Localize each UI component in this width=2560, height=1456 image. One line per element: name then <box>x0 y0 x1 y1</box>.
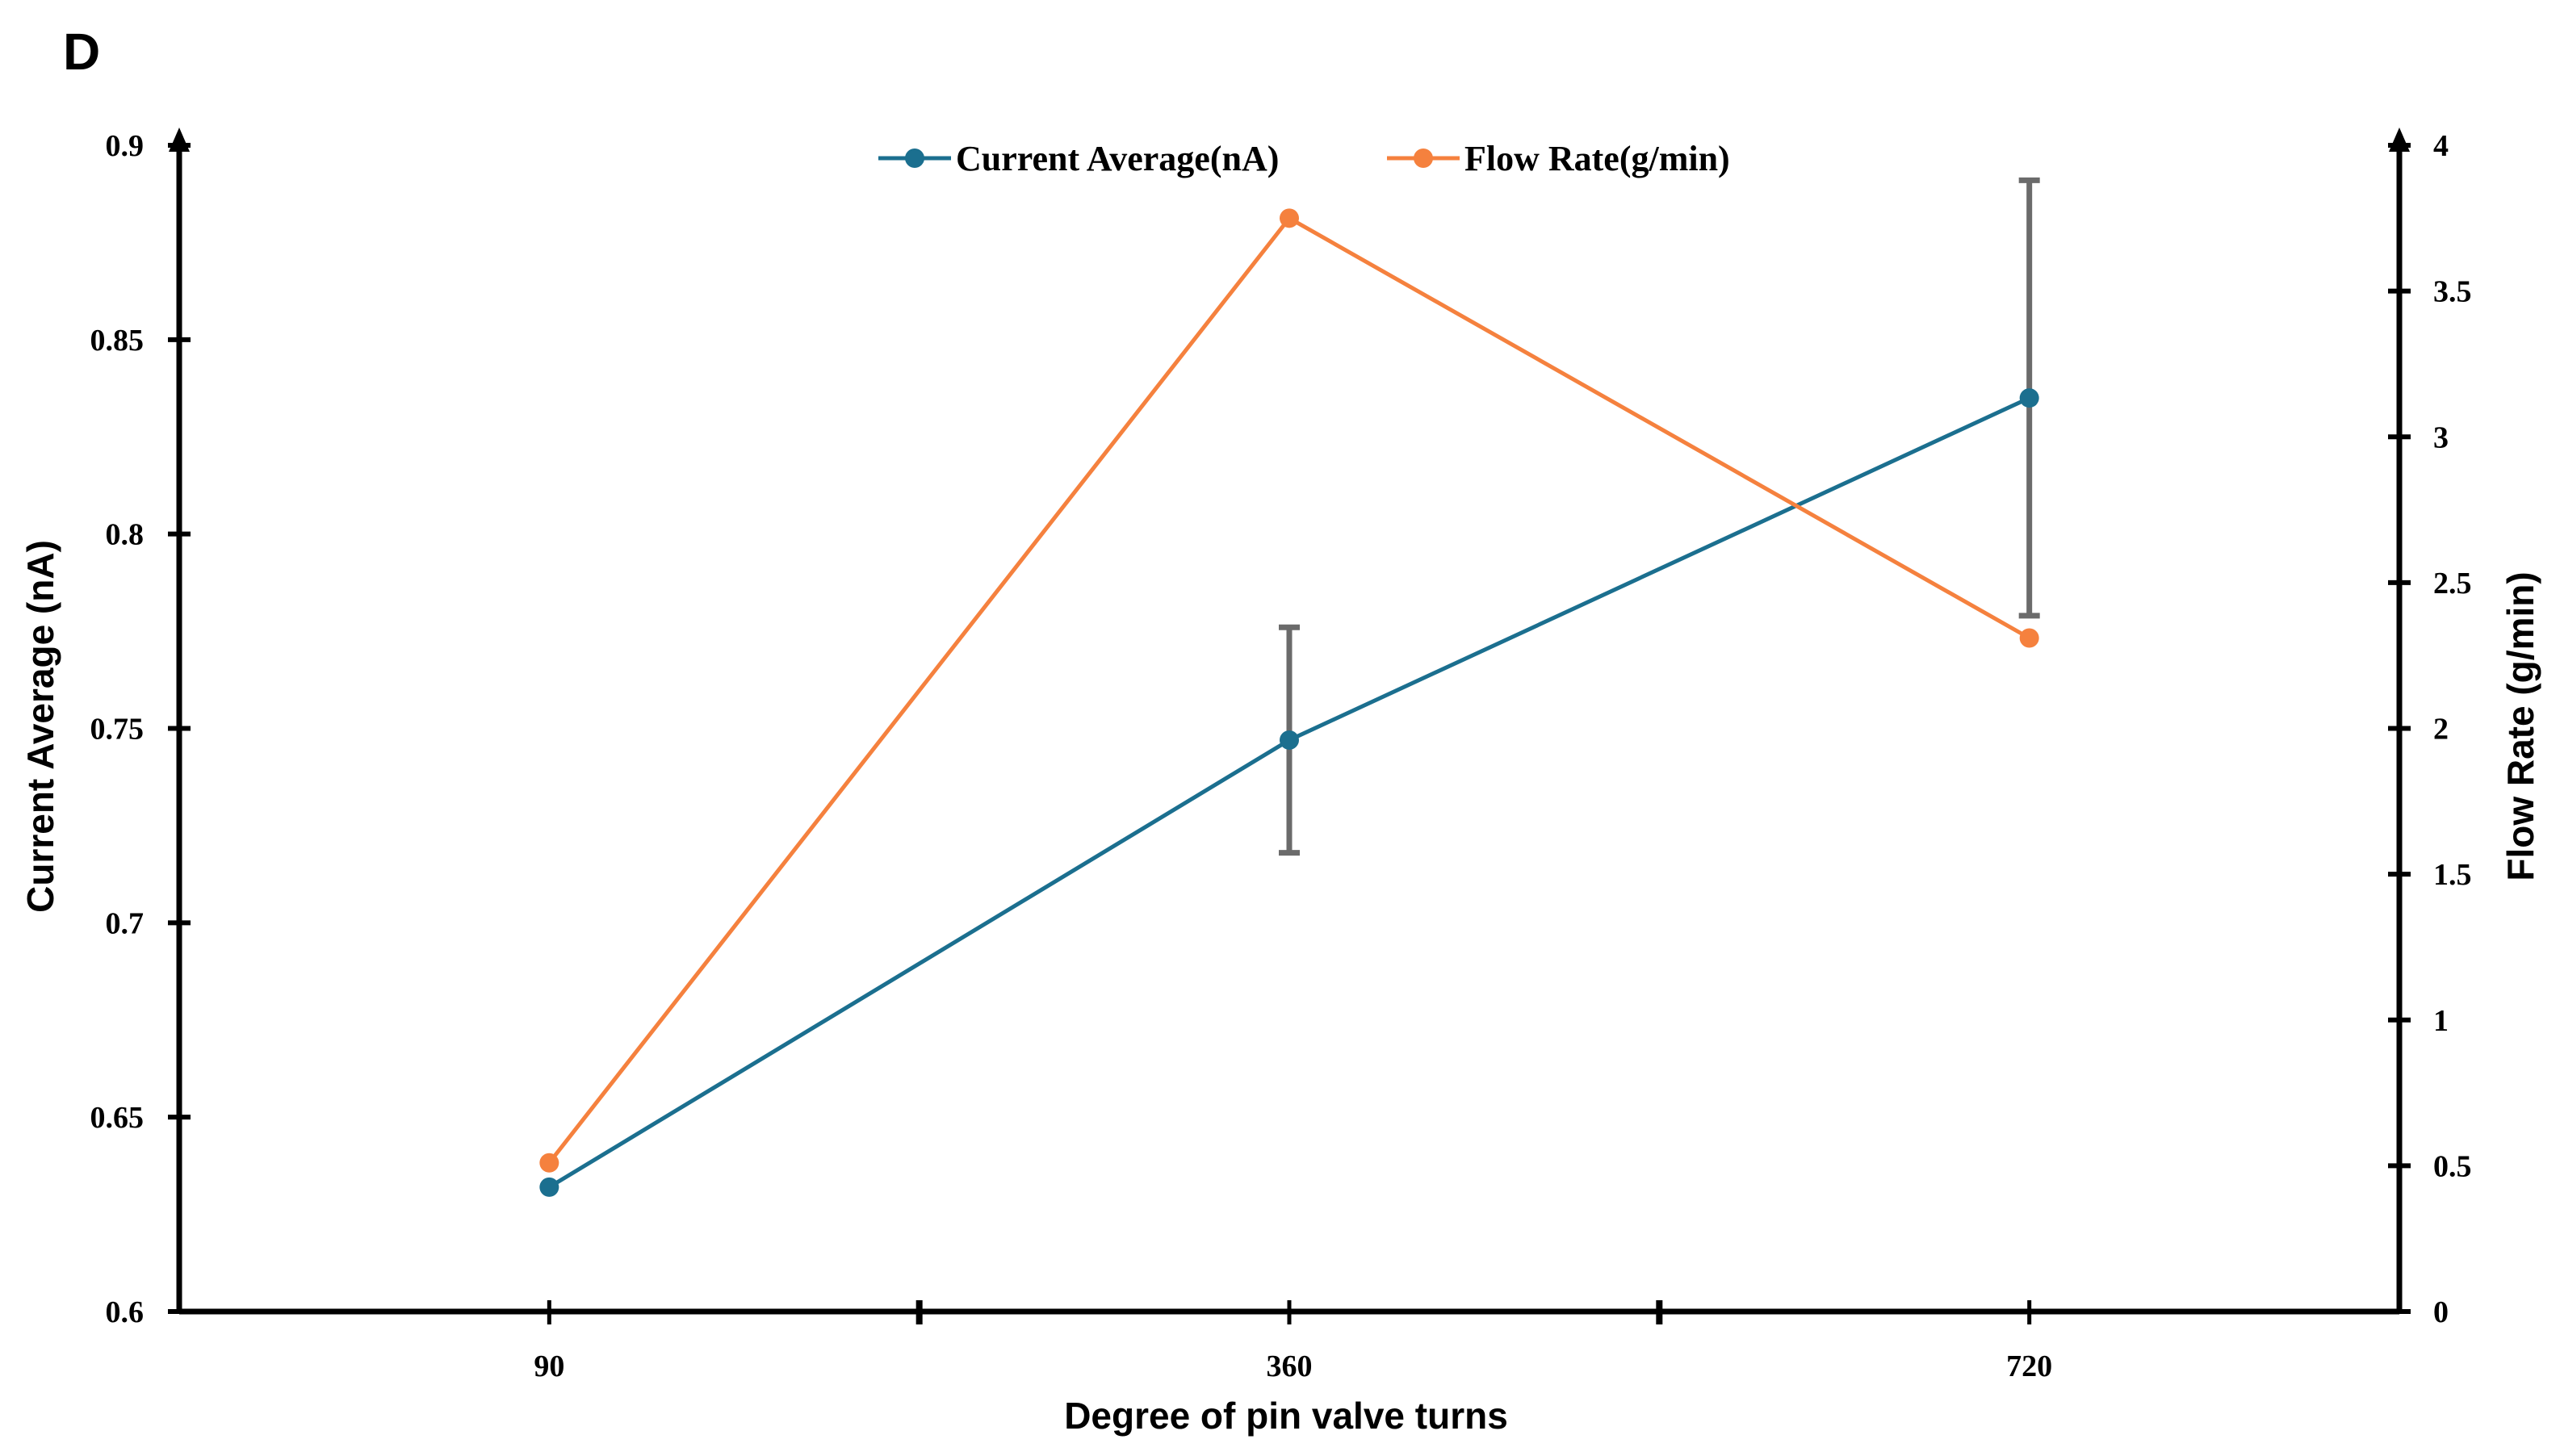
y-tick-label: 0.8 <box>106 518 145 552</box>
flow-rate-point <box>2019 628 2039 648</box>
y2-tick-label: 3 <box>2433 420 2449 454</box>
y-tick-label: 0.6 <box>106 1295 145 1329</box>
y2-tick-label: 2 <box>2433 713 2449 747</box>
y-tick-label: 0.65 <box>90 1101 145 1135</box>
y-tick-label: 0.75 <box>90 713 145 747</box>
y2-axis-title: Flow Rate (g/min) <box>2499 571 2541 881</box>
current-average-point <box>1280 730 1299 750</box>
current-average-point <box>539 1177 559 1197</box>
legend: Current Average(nA) Flow Rate(g/min) <box>878 139 1730 178</box>
legend-label-flow-rate: Flow Rate(g/min) <box>1464 139 1730 178</box>
y2-tick-label: 3.5 <box>2433 275 2472 309</box>
y-axis-title: Current Average (nA) <box>19 540 61 913</box>
y2-tick-label: 0.5 <box>2433 1149 2472 1183</box>
y2-tick-label: 1 <box>2433 1004 2449 1038</box>
y2-tick-label: 2.5 <box>2433 567 2472 600</box>
x-tick-label: 90 <box>534 1349 564 1383</box>
current-average-point <box>2019 388 2039 408</box>
legend-marker-current-average <box>905 149 924 168</box>
x-axis-title: Degree of pin valve turns <box>1064 1395 1508 1437</box>
y2-tick-label: 1.5 <box>2433 858 2472 892</box>
y-tick-label: 0.9 <box>106 129 145 163</box>
y-tick-label: 0.85 <box>90 324 145 358</box>
flow-rate-point <box>539 1153 559 1173</box>
y2-axis-arrow <box>2389 128 2410 152</box>
y-axis-arrow <box>169 128 190 152</box>
y2-tick-label: 0 <box>2433 1295 2449 1329</box>
legend-label-current-average: Current Average(nA) <box>956 139 1279 178</box>
axes: 0.6 0.65 0.7 0.75 0.8 0.85 0.9 0 0.5 1 1.5 2 2.5 3 3.5… <box>90 128 2472 1383</box>
legend-marker-flow-rate <box>1414 149 1433 168</box>
plot-marks <box>539 177 2040 1197</box>
x-tick-label: 360 <box>1267 1349 1313 1383</box>
x-tick-label: 720 <box>2006 1349 2052 1383</box>
y-tick-label: 0.7 <box>106 906 145 940</box>
flow-rate-point <box>1280 208 1299 228</box>
panel-label: D <box>63 23 100 81</box>
y2-tick-label: 4 <box>2433 129 2449 163</box>
